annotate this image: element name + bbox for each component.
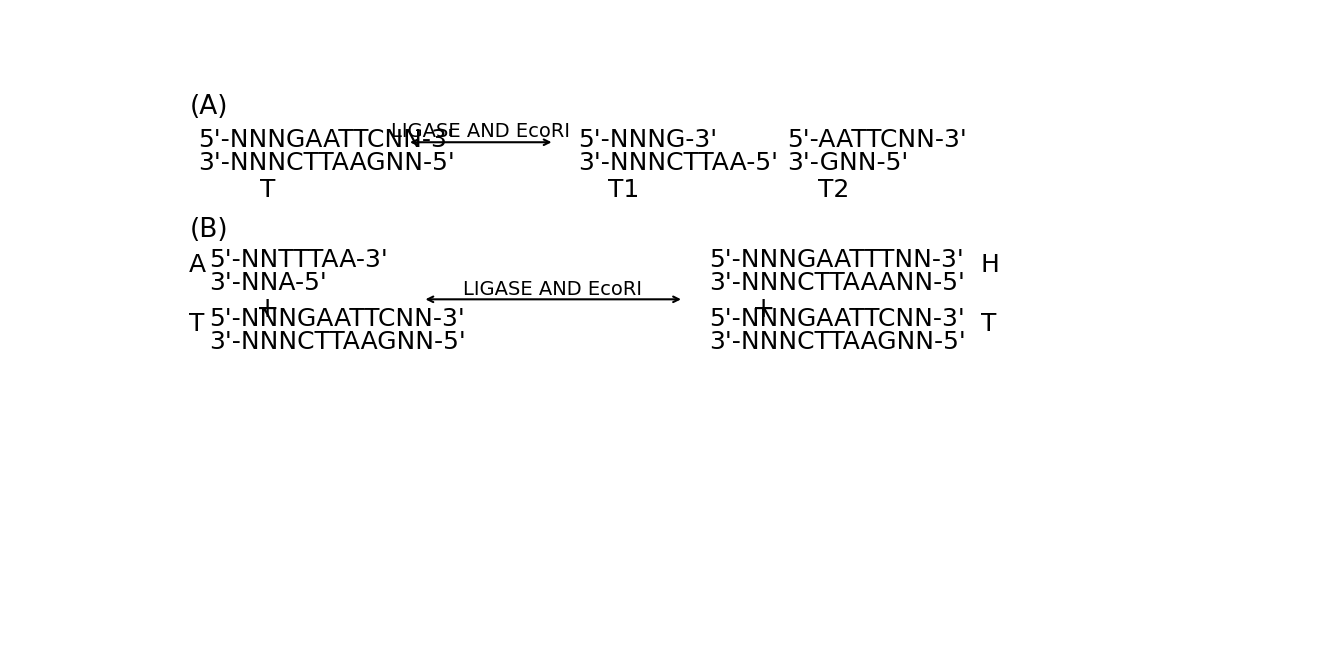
Text: LIGASE AND EcoRI: LIGASE AND EcoRI <box>391 122 570 141</box>
Text: 5'-NNNGAATTCNN-3': 5'-NNNGAATTCNN-3' <box>198 128 454 153</box>
Text: T: T <box>981 312 996 335</box>
Text: T: T <box>188 312 204 335</box>
Text: 5'-NNNGAATTTNN-3': 5'-NNNGAATTTNN-3' <box>709 248 964 271</box>
Text: 3'-NNNCTTAAGNN-5': 3'-NNNCTTAAGNN-5' <box>210 330 466 354</box>
Text: 5'-NNNGAATTCNN-3': 5'-NNNGAATTCNN-3' <box>709 307 965 331</box>
Text: 3'-NNNCTTAA-5': 3'-NNNCTTAA-5' <box>578 151 777 175</box>
Text: A: A <box>188 253 206 277</box>
Text: 5'-AATTCNN-3': 5'-AATTCNN-3' <box>786 128 967 153</box>
Text: 3'-NNNCTTAAGNN-5': 3'-NNNCTTAAGNN-5' <box>198 151 455 175</box>
Text: 3'-GNN-5': 3'-GNN-5' <box>786 151 908 175</box>
Text: 3'-NNA-5': 3'-NNA-5' <box>210 271 327 295</box>
Text: T1: T1 <box>609 179 639 202</box>
Text: (A): (A) <box>190 93 228 120</box>
Text: +: + <box>256 296 279 323</box>
Text: H: H <box>981 253 1000 277</box>
Text: 5'-NNNG-3': 5'-NNNG-3' <box>578 128 717 153</box>
Text: T2: T2 <box>817 179 849 202</box>
Text: T: T <box>260 179 275 202</box>
Text: 5'-NNTTTAA-3': 5'-NNTTTAA-3' <box>210 248 388 271</box>
Text: LIGASE AND EcoRI: LIGASE AND EcoRI <box>463 280 642 299</box>
Text: +: + <box>752 296 776 323</box>
Text: 3'-NNNCTTAAGNN-5': 3'-NNNCTTAAGNN-5' <box>709 330 967 354</box>
Text: 3'-NNNCTTAAANN-5': 3'-NNNCTTAAANN-5' <box>709 271 965 295</box>
Text: (B): (B) <box>190 217 228 243</box>
Text: 5'-NNNGAATTCNN-3': 5'-NNNGAATTCNN-3' <box>210 307 466 331</box>
